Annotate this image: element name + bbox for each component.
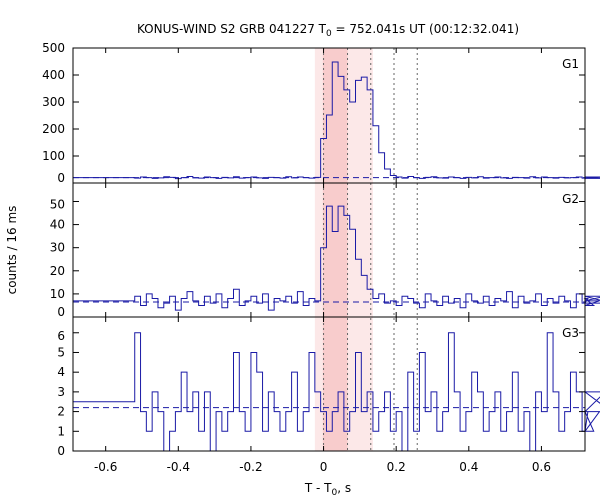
x-tick-label: -0.4 — [167, 460, 190, 474]
y-tick-label: 20 — [50, 264, 65, 278]
y-tick-label: 400 — [42, 68, 65, 82]
panel-g2: 0 10 20 30 40 50 G2 — [50, 182, 600, 319]
y-tick-label: 4 — [57, 365, 65, 379]
y-axis-label: counts / 16 ms — [5, 206, 19, 295]
panel-label: G2 — [562, 192, 579, 206]
plot-area: 0 100 200 300 400 500 G1 0 10 20 30 40 50 G2 0 1 2 3 4 5 6 G3… — [42, 41, 600, 474]
y-tick-label: 3 — [57, 385, 65, 399]
chart-title: KONUS-WIND S2 GRB 041227 T0 = 752.041s U… — [137, 22, 519, 39]
x-tick-label: -0.6 — [94, 460, 117, 474]
y-tick-label: 10 — [50, 287, 65, 301]
burst-interval-shade-inner — [322, 48, 348, 451]
panel-g3: 0 1 2 3 4 5 6 G3 — [57, 316, 600, 458]
panel-label: G1 — [562, 57, 579, 71]
y-tick-label: 500 — [42, 41, 65, 55]
x-tick-label: 0 — [320, 460, 328, 474]
x-tick-label: 0.6 — [532, 460, 551, 474]
x-tick-label: 0.4 — [459, 460, 478, 474]
histogram-line-g1 — [73, 61, 600, 180]
panel-frame — [72, 316, 586, 452]
y-tick-label: 40 — [50, 218, 65, 232]
y-tick-label: 0 — [57, 171, 65, 185]
x-tick-label: -0.2 — [239, 460, 262, 474]
y-tick-label: 50 — [50, 197, 65, 211]
y-tick-label: 5 — [57, 345, 65, 359]
panel-label: G3 — [562, 326, 579, 340]
x-axis-label: T - T0, s — [304, 481, 351, 498]
y-tick-label: 2 — [57, 405, 65, 419]
y-tick-label: 200 — [42, 122, 65, 136]
y-tick-label: 30 — [50, 241, 65, 255]
histogram-line-g3 — [73, 332, 600, 452]
y-tick-label: 300 — [42, 95, 65, 109]
y-tick-label: 1 — [57, 424, 65, 438]
y-tick-label: 0 — [57, 444, 65, 458]
x-tick-label: 0.2 — [387, 460, 406, 474]
y-tick-label: 6 — [57, 329, 65, 343]
histogram-line-g2 — [73, 205, 600, 311]
y-tick-label: 0 — [57, 305, 65, 319]
panel-g1: 0 100 200 300 400 500 G1 — [42, 41, 600, 185]
y-tick-label: 100 — [42, 149, 65, 163]
